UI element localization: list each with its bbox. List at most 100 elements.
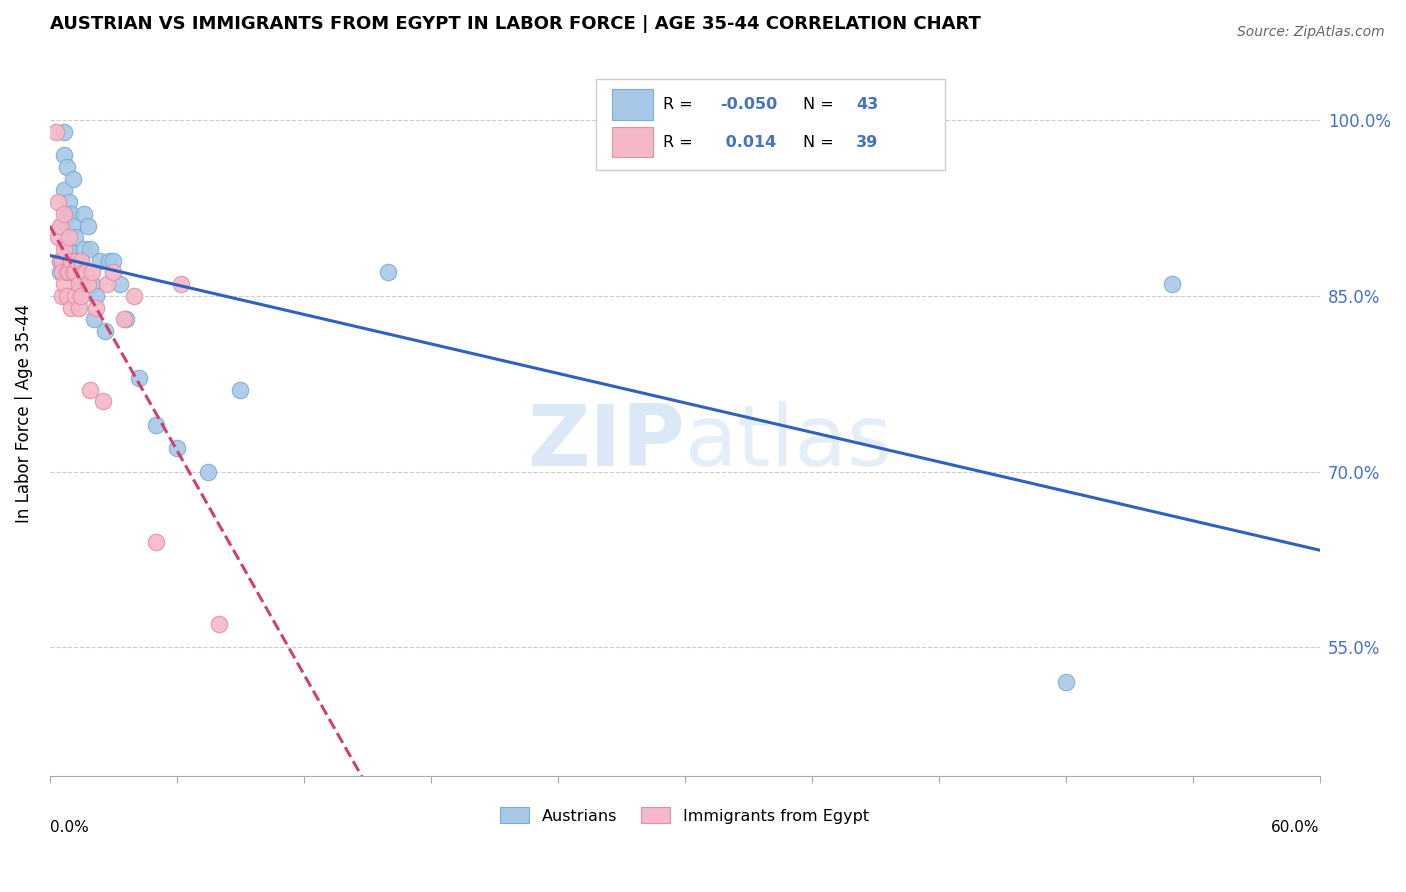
FancyBboxPatch shape <box>612 89 652 120</box>
Point <box>93 324 115 338</box>
Text: 43: 43 <box>856 97 879 112</box>
Point <box>84 289 107 303</box>
Text: 39: 39 <box>856 135 879 150</box>
Point <box>128 371 150 385</box>
Point <box>70 253 93 268</box>
Text: AUSTRIAN VS IMMIGRANTS FROM EGYPT IN LABOR FORCE | AGE 35-44 CORRELATION CHART: AUSTRIAN VS IMMIGRANTS FROM EGYPT IN LAB… <box>49 15 980 33</box>
Point <box>67 277 90 292</box>
Point <box>53 148 76 162</box>
Point <box>59 253 82 268</box>
Text: R =: R = <box>664 135 697 150</box>
Point <box>67 265 90 279</box>
Point <box>49 219 72 233</box>
Point <box>55 207 77 221</box>
Point <box>62 219 84 233</box>
Point <box>53 207 76 221</box>
Point <box>70 277 93 292</box>
Point <box>53 277 76 292</box>
Point <box>124 289 146 303</box>
Point <box>62 171 84 186</box>
Point <box>59 265 82 279</box>
Y-axis label: In Labor Force | Age 35-44: In Labor Force | Age 35-44 <box>15 303 32 523</box>
Point <box>170 277 193 292</box>
Point <box>166 441 188 455</box>
Point <box>66 253 89 268</box>
Point <box>46 195 69 210</box>
Point <box>55 160 77 174</box>
Text: Source: ZipAtlas.com: Source: ZipAtlas.com <box>1237 25 1385 39</box>
Point <box>377 265 399 279</box>
Point <box>96 277 118 292</box>
Point <box>49 265 72 279</box>
Point <box>72 242 94 256</box>
Point <box>51 289 73 303</box>
Point <box>58 242 80 256</box>
Point <box>80 277 103 292</box>
Point <box>58 230 80 244</box>
Point <box>46 230 69 244</box>
Point <box>53 242 76 256</box>
Text: N =: N = <box>803 97 838 112</box>
Point <box>51 265 73 279</box>
Text: atlas: atlas <box>685 401 893 483</box>
Point <box>108 277 131 292</box>
Point <box>49 253 72 268</box>
Point <box>45 125 67 139</box>
FancyBboxPatch shape <box>612 127 652 157</box>
Point <box>229 383 252 397</box>
Point <box>145 417 167 432</box>
Legend: Austrians, Immigrants from Egypt: Austrians, Immigrants from Egypt <box>494 801 876 830</box>
Point <box>53 183 76 197</box>
Point <box>84 301 107 315</box>
Point <box>208 616 231 631</box>
Point <box>1054 675 1077 690</box>
Point <box>63 265 86 279</box>
Point <box>80 265 103 279</box>
Point <box>55 289 77 303</box>
Point <box>83 312 105 326</box>
Text: N =: N = <box>803 135 838 150</box>
Point <box>101 265 124 279</box>
Point <box>75 265 97 279</box>
Point <box>63 289 86 303</box>
Text: ZIP: ZIP <box>527 401 685 483</box>
Point <box>72 265 94 279</box>
Text: 0.0%: 0.0% <box>49 820 89 835</box>
Text: 0.014: 0.014 <box>720 135 776 150</box>
Point <box>197 465 219 479</box>
Point <box>51 219 73 233</box>
Point <box>1160 277 1182 292</box>
Point <box>58 195 80 210</box>
Point <box>58 265 80 279</box>
Point <box>101 253 124 268</box>
Point <box>49 253 72 268</box>
Point <box>51 253 73 268</box>
Point <box>89 253 111 268</box>
Point <box>70 289 93 303</box>
Point <box>72 207 94 221</box>
Text: R =: R = <box>664 97 697 112</box>
Point <box>97 253 120 268</box>
Point <box>75 265 97 279</box>
Point <box>63 230 86 244</box>
Point <box>70 253 93 268</box>
Point <box>55 265 77 279</box>
Point <box>59 301 82 315</box>
Text: -0.050: -0.050 <box>720 97 778 112</box>
Point <box>67 301 90 315</box>
Point <box>59 207 82 221</box>
Point <box>76 277 98 292</box>
Point <box>112 312 135 326</box>
Text: 60.0%: 60.0% <box>1271 820 1320 835</box>
FancyBboxPatch shape <box>596 78 945 169</box>
Point <box>62 265 84 279</box>
Point <box>145 534 167 549</box>
Point <box>79 383 101 397</box>
Point <box>91 394 114 409</box>
Point <box>55 242 77 256</box>
Point <box>66 253 89 268</box>
Point <box>76 219 98 233</box>
Point <box>79 242 101 256</box>
Point <box>63 265 86 279</box>
Point <box>53 125 76 139</box>
